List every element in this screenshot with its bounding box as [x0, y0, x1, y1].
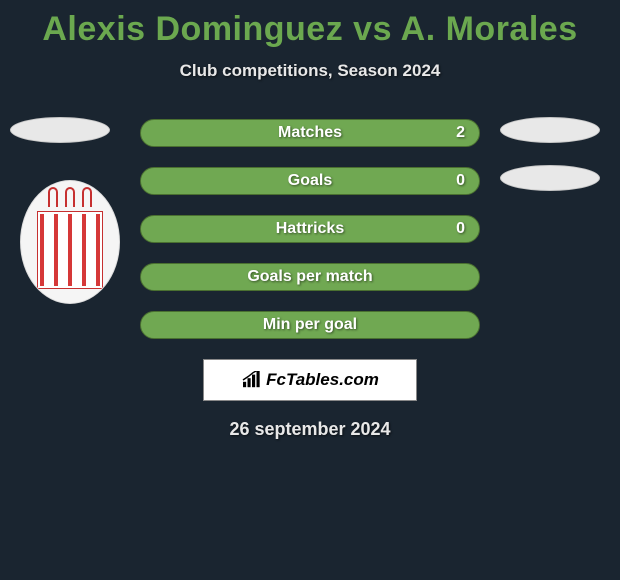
stat-row-hattricks: Hattricks 0 — [140, 215, 480, 243]
stat-value: 0 — [456, 172, 465, 190]
club-badge — [20, 180, 120, 304]
stat-label: Min per goal — [263, 316, 357, 334]
stat-value: 0 — [456, 220, 465, 238]
subtitle: Club competitions, Season 2024 — [0, 61, 620, 81]
stat-row-min-per-goal: Min per goal — [140, 311, 480, 339]
logo-text: FcTables.com — [266, 370, 379, 390]
attribution-logo: FcTables.com — [203, 359, 417, 401]
stat-row-goals: Goals 0 — [140, 167, 480, 195]
stat-row-matches: Matches 2 — [140, 119, 480, 147]
stat-row-goals-per-match: Goals per match — [140, 263, 480, 291]
stat-label: Hattricks — [276, 220, 344, 238]
player-left-placeholder — [10, 117, 110, 143]
stat-value: 2 — [456, 124, 465, 142]
stat-label: Matches — [278, 124, 342, 142]
stat-label: Goals per match — [247, 268, 372, 286]
page-title: Alexis Dominguez vs A. Morales — [0, 0, 620, 49]
player-right-placeholder-2 — [500, 165, 600, 191]
date-label: 26 september 2024 — [0, 419, 620, 440]
badge-stripes — [37, 211, 103, 289]
chart-icon — [241, 371, 263, 389]
badge-top-arcs — [48, 187, 92, 211]
player-right-placeholder-1 — [500, 117, 600, 143]
stat-label: Goals — [288, 172, 332, 190]
badge-shape — [20, 180, 120, 304]
